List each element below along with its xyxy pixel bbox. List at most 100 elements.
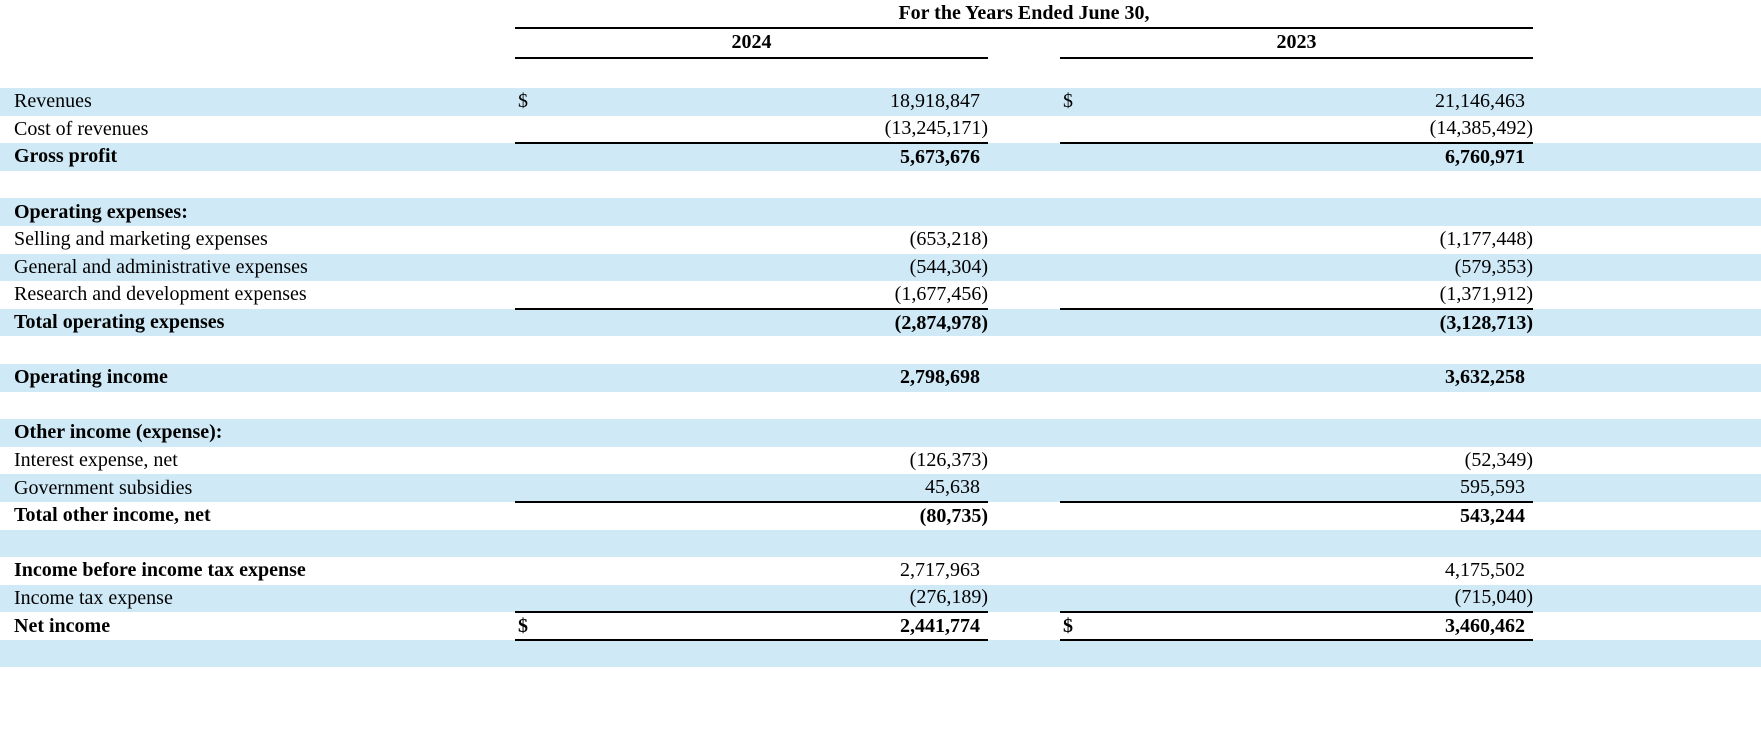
- dollar-sign-2024: [515, 474, 557, 503]
- spacer-row: [0, 391, 1761, 420]
- column-gap: [988, 612, 1060, 640]
- dollar-sign-2024: [515, 529, 557, 558]
- value-2023: (14,385,492): [1102, 115, 1533, 145]
- table-row: Operating income 2,798,698 3,632,258: [0, 363, 1761, 392]
- dollar-sign-2023: [1060, 557, 1102, 585]
- column-rule-2023: [1060, 57, 1533, 59]
- right-margin: [1533, 391, 1761, 420]
- dollar-sign-2024: [515, 281, 557, 310]
- column-gap: [988, 115, 1060, 144]
- row-label: Research and development expenses: [0, 281, 515, 309]
- column-gap: [988, 363, 1060, 392]
- dollar-sign-2024: $: [515, 88, 557, 116]
- table-row: Income before income tax expense 2,717,96…: [0, 557, 1761, 585]
- right-margin: [1533, 198, 1761, 226]
- column-gap: [988, 88, 1060, 116]
- value-2024: (653,218): [557, 225, 988, 254]
- dollar-sign-2023: [1060, 446, 1102, 475]
- dollar-sign-2023: [1060, 584, 1102, 613]
- dollar-sign-2023: $: [1060, 88, 1102, 116]
- row-label: Revenues: [0, 88, 515, 116]
- value-2023: [1102, 529, 1533, 558]
- right-margin: [1533, 225, 1761, 254]
- dollar-sign-2023: [1060, 391, 1102, 420]
- value-2024: [557, 391, 988, 420]
- value-2024: 2,717,963: [557, 557, 988, 585]
- value-2024: [557, 419, 988, 447]
- value-2024: [557, 198, 988, 226]
- value-2023: 4,175,502: [1102, 557, 1533, 585]
- table-row: General and administrative expenses (544,…: [0, 253, 1761, 282]
- right-margin: [1533, 281, 1761, 309]
- row-label: [0, 336, 515, 364]
- value-2023: (52,349): [1102, 446, 1533, 475]
- value-2024: (80,735): [557, 501, 988, 530]
- table-row: Income tax expense (276,189) (715,040): [0, 584, 1761, 613]
- value-2023: 6,760,971: [1102, 143, 1533, 171]
- value-2023: (715,040): [1102, 584, 1533, 613]
- dollar-sign-2024: [515, 253, 557, 282]
- row-label: Net income: [0, 612, 515, 640]
- table-row: Revenues $18,918,847 $21,146,463: [0, 88, 1761, 116]
- column-gap: [988, 391, 1060, 420]
- dollar-sign-2024: [515, 336, 557, 364]
- table-row: Other income (expense):: [0, 419, 1761, 447]
- table-row: Net income $2,441,774 $3,460,462: [0, 611, 1761, 641]
- right-margin: [1533, 143, 1761, 171]
- value-2023: [1102, 336, 1533, 364]
- right-margin: [1533, 639, 1761, 668]
- dollar-sign-2023: $: [1060, 611, 1102, 641]
- table-row: Research and development expenses (1,677,…: [0, 281, 1761, 310]
- right-margin: [1533, 308, 1761, 337]
- value-2023: 3,632,258: [1102, 363, 1533, 392]
- right-margin: [1533, 501, 1761, 530]
- right-margin: [1533, 474, 1761, 502]
- column-gap: [988, 584, 1060, 613]
- column-gap: [988, 501, 1060, 530]
- dollar-sign-2023: [1060, 225, 1102, 254]
- value-2023: 543,244: [1102, 501, 1533, 530]
- row-label: Selling and marketing expenses: [0, 225, 515, 254]
- dollar-sign-2024: [515, 115, 557, 145]
- dollar-sign-2023: [1060, 639, 1102, 668]
- dollar-sign-2024: [515, 308, 557, 337]
- value-2024: [557, 336, 988, 364]
- value-2024: 5,673,676: [557, 143, 988, 171]
- table-row: Operating expenses:: [0, 198, 1761, 226]
- right-margin: [1533, 446, 1761, 475]
- dollar-sign-2024: [515, 363, 557, 392]
- row-label: Cost of revenues: [0, 115, 515, 144]
- value-2023: [1102, 419, 1533, 447]
- value-2024: 2,441,774: [557, 611, 988, 641]
- value-2023: 3,460,462: [1102, 611, 1533, 641]
- row-label: [0, 639, 515, 668]
- dollar-sign-2024: [515, 639, 557, 668]
- row-label: Gross profit: [0, 143, 515, 171]
- row-label: Income tax expense: [0, 584, 515, 613]
- column-header-2023: 2023: [1276, 31, 1317, 53]
- right-margin: [1533, 88, 1761, 116]
- column-gap: [988, 446, 1060, 475]
- column-gap: [988, 225, 1060, 254]
- value-2024: (544,304): [557, 253, 988, 282]
- dollar-sign-2023: [1060, 529, 1102, 558]
- value-2024: (13,245,171): [557, 115, 988, 145]
- value-2023: (579,353): [1102, 253, 1533, 282]
- column-gap: [988, 639, 1060, 668]
- right-margin: [1533, 529, 1761, 558]
- column-gap: [988, 281, 1060, 309]
- value-2024: [557, 170, 988, 199]
- dollar-sign-2024: [515, 557, 557, 585]
- dollar-sign-2024: $: [515, 611, 557, 641]
- column-header-2024: 2024: [731, 31, 772, 53]
- column-rule-2024: [515, 57, 988, 59]
- right-margin: [1533, 253, 1761, 282]
- column-gap: [988, 336, 1060, 364]
- dollar-sign-2024: [515, 419, 557, 447]
- dollar-sign-2023: [1060, 281, 1102, 310]
- dollar-sign-2023: [1060, 501, 1102, 530]
- table-row: Cost of revenues (13,245,171) (14,385,492): [0, 115, 1761, 145]
- row-label: Income before income tax expense: [0, 557, 515, 585]
- value-2024: (276,189): [557, 584, 988, 613]
- dollar-sign-2023: [1060, 419, 1102, 447]
